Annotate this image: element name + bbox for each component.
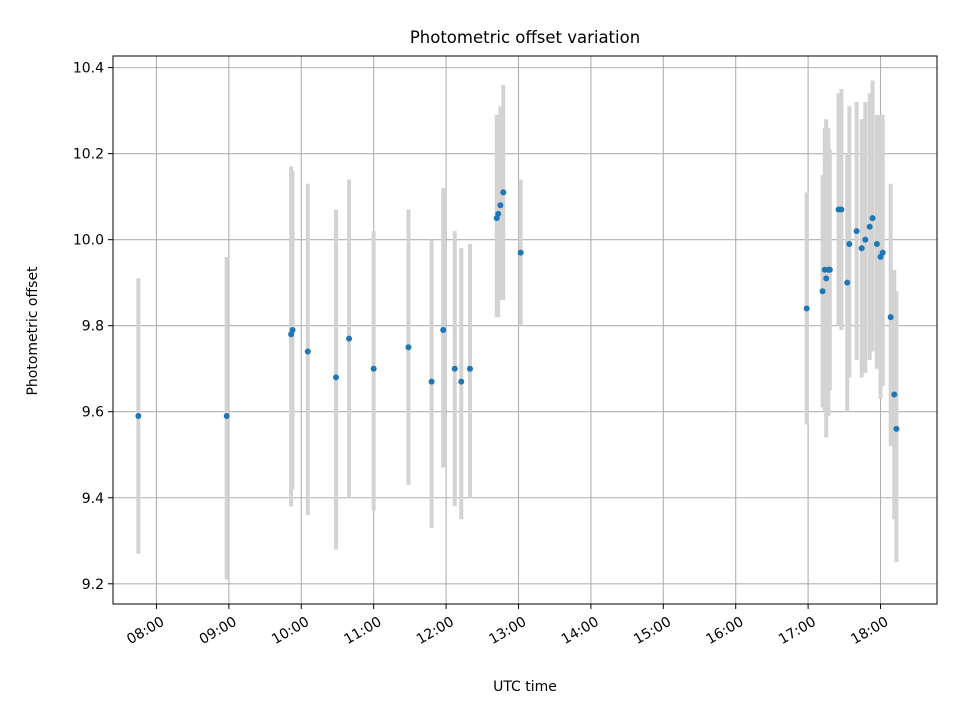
data-point: [440, 327, 447, 333]
data-point: [466, 365, 473, 372]
data-point: [819, 288, 826, 295]
y-tick-label: 9.4: [82, 491, 104, 507]
data-point: [405, 344, 412, 351]
y-axis-label: Photometric offset: [25, 266, 41, 396]
data-point: [887, 314, 894, 321]
data-point: [873, 240, 880, 247]
data-point: [458, 378, 465, 385]
x-axis-label: UTC time: [493, 679, 557, 695]
data-point: [223, 413, 230, 420]
data-point: [826, 266, 833, 273]
data-point: [500, 189, 507, 196]
data-point: [517, 249, 524, 256]
data-point: [853, 228, 860, 235]
y-tick-label: 10.4: [73, 61, 104, 77]
data-point: [495, 210, 502, 217]
data-point: [333, 374, 340, 381]
chart-title: Photometric offset variation: [410, 28, 640, 47]
y-axis-ticks: 9.2 9.4 9.6 9.8 10.0 10.2 10.4: [73, 61, 113, 593]
data-point: [823, 275, 830, 282]
data-point: [346, 335, 353, 342]
data-point: [289, 327, 296, 333]
y-tick-label: 10.2: [73, 147, 104, 163]
data-point: [891, 391, 898, 398]
data-point: [866, 223, 873, 230]
y-tick-label: 10.0: [73, 233, 104, 249]
data-point: [451, 365, 458, 372]
data-point: [869, 215, 876, 222]
data-point: [803, 305, 810, 312]
y-tick-label: 9.6: [82, 405, 104, 421]
y-tick-label: 9.2: [82, 577, 104, 593]
plot-frame: [112, 55, 938, 605]
y-tick-label: 9.8: [82, 319, 104, 335]
data-point: [428, 378, 435, 385]
data-points: [135, 189, 900, 432]
data-point: [370, 365, 377, 372]
data-point: [862, 236, 869, 243]
data-point: [844, 279, 851, 286]
data-point: [135, 413, 142, 420]
data-point: [304, 348, 311, 355]
data-point: [846, 240, 853, 247]
data-point: [858, 245, 865, 252]
data-point: [893, 425, 900, 432]
data-point: [497, 202, 504, 209]
data-point: [838, 206, 845, 213]
data-point: [879, 249, 886, 256]
